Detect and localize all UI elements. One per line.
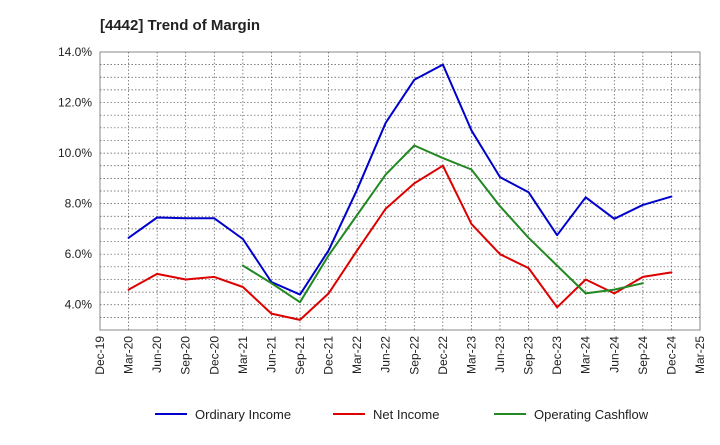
x-tick-label: Sep-23	[522, 336, 536, 375]
axis-labels: 4.0% 6.0% 8.0% 10.0% 12.0% 14.0% Dec-19 Mar-20 J…	[58, 45, 707, 375]
x-tick-label: Mar-21	[236, 336, 250, 374]
plot-area	[99, 51, 701, 331]
chart-title: [4442] Trend of Margin	[100, 17, 260, 34]
x-tick-label: Sep-20	[179, 336, 193, 375]
x-tick-label: Dec-22	[436, 336, 450, 375]
x-tick-label: Dec-23	[550, 336, 564, 375]
y-tick-label: 10.0%	[58, 146, 92, 160]
legend-label: Net Income	[373, 407, 439, 422]
x-tick-label: Mar-25	[693, 336, 707, 374]
x-tick-label: Jun-22	[379, 336, 393, 373]
y-tick-label: 8.0%	[65, 197, 93, 211]
x-tick-label: Jun-24	[607, 336, 621, 373]
x-tick-label: Jun-23	[493, 336, 507, 373]
x-tick-label: Dec-20	[207, 336, 221, 375]
x-tick-label: Mar-20	[122, 336, 136, 374]
x-tick-label: Dec-19	[93, 336, 107, 375]
x-tick-label: Mar-23	[464, 336, 478, 374]
x-tick-label: Mar-22	[350, 336, 364, 374]
series-line-1	[127, 63, 673, 296]
x-tick-label: Jun-21	[264, 336, 278, 373]
y-tick-label: 4.0%	[65, 298, 93, 312]
x-tick-label: Sep-21	[293, 336, 307, 375]
y-tick-label: 12.0%	[58, 96, 92, 110]
x-tick-label: Dec-21	[322, 336, 336, 375]
legend-label: Operating Cashflow	[534, 407, 649, 422]
x-tick-label: Mar-24	[579, 336, 593, 374]
legend: Ordinary Income Net Income Operating Cashf…	[155, 407, 649, 422]
x-tick-label: Sep-24	[636, 336, 650, 375]
x-tick-label: Jun-20	[150, 336, 164, 373]
x-tick-label: Sep-22	[407, 336, 421, 375]
series-line-2	[127, 164, 673, 321]
x-tick-label: Dec-24	[664, 336, 678, 375]
y-tick-label: 14.0%	[58, 45, 92, 59]
series-lines	[127, 63, 673, 321]
legend-label: Ordinary Income	[195, 407, 291, 422]
series-line-3	[241, 144, 644, 304]
y-tick-label: 6.0%	[65, 247, 93, 261]
